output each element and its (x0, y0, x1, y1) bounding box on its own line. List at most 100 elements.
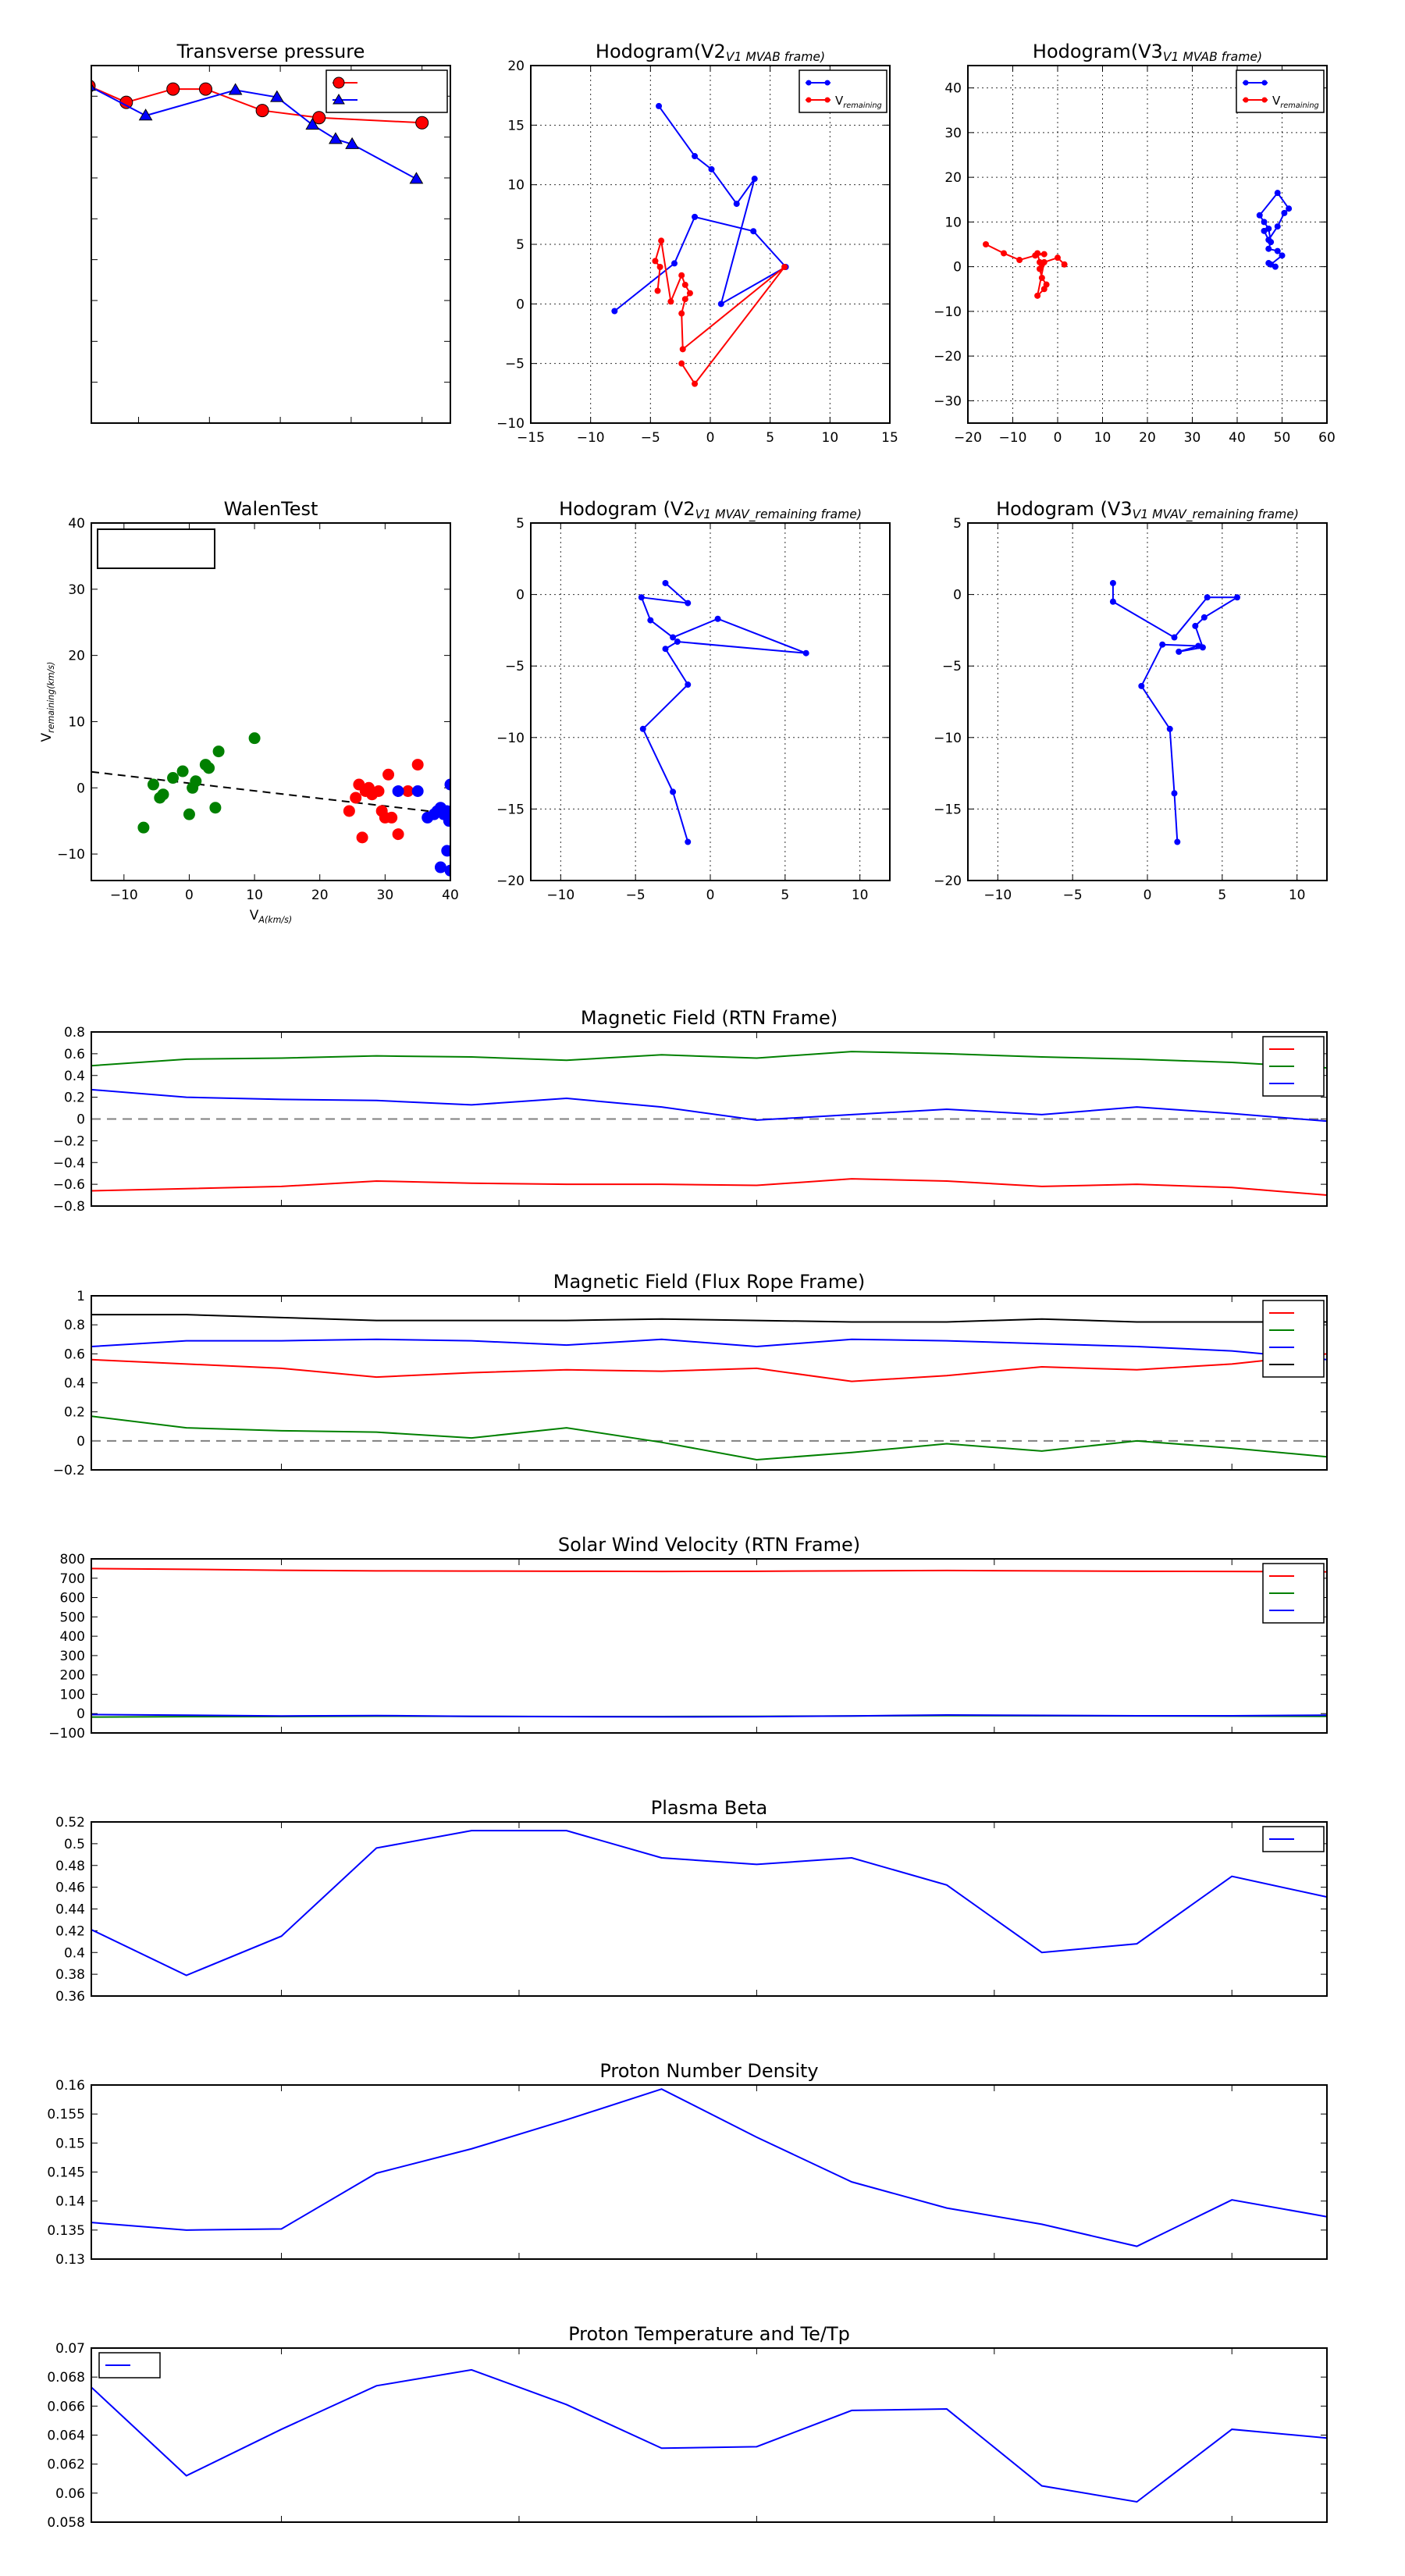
data-point (212, 745, 225, 758)
y-tick-label: 400 (60, 1629, 85, 1645)
y-tick-label: −10 (934, 304, 962, 320)
legend-marker (806, 80, 812, 86)
data-point (409, 172, 424, 184)
data-point (654, 287, 661, 294)
series-0 (91, 2088, 1327, 2247)
data-point (692, 213, 699, 220)
data-point (656, 264, 663, 271)
series-line (614, 105, 788, 312)
fit-line (91, 770, 450, 815)
data-point (1274, 190, 1281, 197)
series-b-0- (611, 102, 789, 315)
y-tick-label: 0.36 (55, 1989, 85, 2005)
data-point (1256, 212, 1263, 219)
y-tick-label: −10 (57, 847, 85, 863)
y-tick-label: 0.52 (55, 1815, 85, 1831)
y-tick-label: 0 (76, 1434, 85, 1450)
legend: Vremaining (1236, 69, 1325, 113)
data-point (392, 785, 404, 797)
y-tick-label: 1 (76, 1289, 85, 1304)
chart-title: Plasma Beta (651, 1797, 767, 1819)
y-tick-label: 600 (60, 1591, 85, 1606)
data-point (750, 228, 757, 235)
series-vn (91, 1713, 1327, 1718)
y-tick-label: 40 (68, 516, 85, 532)
plot-area (638, 579, 809, 845)
x-tick-label: 0 (706, 888, 715, 903)
data-point (147, 778, 159, 791)
data-point (329, 132, 343, 144)
plot-area (91, 2088, 1327, 2247)
data-point (137, 821, 150, 834)
legend-marker (1243, 80, 1249, 86)
y-tick-label: 0.44 (55, 1902, 85, 1918)
y-tick-label: −10 (496, 731, 525, 746)
y-tick-label: 100 (60, 1687, 85, 1703)
series-line (1258, 191, 1290, 268)
x-tick-label: −10 (546, 888, 574, 903)
y-tick-label: 20 (507, 59, 525, 74)
data-point (183, 808, 195, 820)
data-point (415, 116, 429, 130)
chart-title: Proton Number Density (599, 2060, 818, 2082)
plot-frame (91, 1031, 1328, 1207)
y-tick-label: 0.8 (64, 1025, 85, 1041)
y-tick-label: 0.07 (55, 2341, 85, 2357)
data-point (1268, 239, 1275, 246)
data-point (386, 811, 398, 824)
data-point (1159, 641, 1166, 648)
legend-label: Vremaining (1272, 94, 1319, 110)
y-tick-label: 0.38 (55, 1967, 85, 1983)
legend (98, 2352, 161, 2379)
data-point (190, 775, 202, 788)
plot-frame (91, 1295, 1328, 1471)
y-tick-label: 0.155 (47, 2107, 85, 2122)
y-tick-label: 5 (516, 516, 525, 532)
data-point (402, 785, 414, 797)
data-point (674, 639, 681, 646)
data-point (802, 649, 809, 656)
x-tick-label: −10 (999, 430, 1027, 446)
data-point (983, 241, 989, 247)
plot-frame (91, 1821, 1328, 1997)
chart-walen: −10 0 10 20 30 40 −10 0 10 20 30 40 WalenTest VA(km/s… (39, 498, 459, 925)
data-point (1265, 245, 1272, 252)
y-tick-label: 0.2 (64, 1091, 85, 1106)
y-tick-label: 10 (944, 215, 962, 230)
plot-area (91, 732, 450, 877)
y-tick-label: 0 (953, 260, 962, 276)
chart-title: Magnetic Field (RTN Frame) (581, 1007, 838, 1029)
data-point (647, 617, 654, 624)
y-tick-label: 0.46 (55, 1880, 85, 1896)
legend (325, 69, 448, 113)
series-line (91, 1415, 1327, 1461)
y-tick-label: 0.48 (55, 1859, 85, 1874)
chart-title: Hodogram(V2V1 MVAB frame) (596, 41, 825, 64)
data-point (1192, 622, 1199, 629)
chart-title: Hodogram (V2V1 MVAV_remaining frame) (559, 498, 862, 522)
legend-marker (824, 80, 831, 86)
series-1 (343, 759, 424, 844)
chart-title: Hodogram (V3V1 MVAV_remaining frame) (996, 498, 1299, 522)
x-tick-label: 10 (1289, 888, 1306, 903)
data-point (1272, 263, 1279, 270)
y-tick-label: −100 (48, 1726, 85, 1742)
x-tick-label: 15 (881, 430, 898, 446)
plot-frame (91, 65, 451, 424)
data-point (392, 828, 404, 841)
plot-area (91, 1830, 1327, 1976)
data-point (685, 600, 692, 607)
data-point (656, 102, 663, 109)
series-v-remaining (652, 237, 788, 387)
data-point (166, 82, 180, 96)
y-tick-label: 800 (60, 1552, 85, 1567)
data-point (1261, 219, 1268, 226)
data-point (678, 310, 685, 317)
data-point (678, 360, 685, 367)
y-tick-label: −20 (934, 349, 962, 365)
series--p (91, 1830, 1327, 1976)
x-tick-label: 20 (311, 888, 329, 903)
data-point (209, 802, 222, 814)
legend (1262, 1826, 1325, 1852)
y-tick-label: −10 (496, 416, 525, 432)
